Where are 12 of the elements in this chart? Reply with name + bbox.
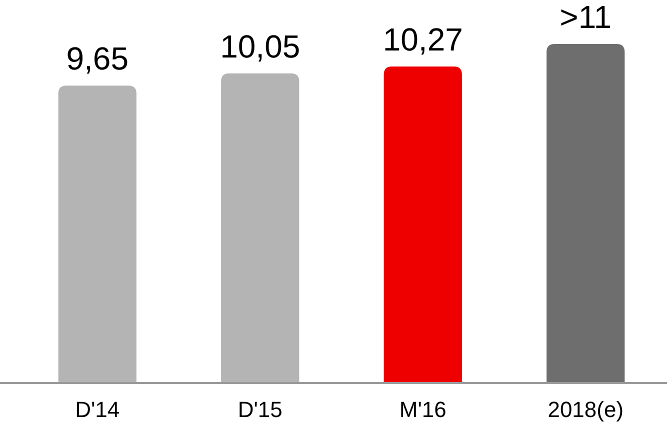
bar [546, 44, 625, 383]
x-tick-label: D'15 [238, 397, 282, 422]
data-label: >11 [560, 0, 612, 36]
x-tick-label: M'16 [399, 397, 446, 422]
bar [58, 86, 136, 383]
data-label: 10,05 [220, 28, 300, 64]
bar [221, 73, 300, 383]
x-tick-label: 2018(e) [548, 397, 624, 422]
bar [384, 66, 462, 383]
x-tick-label: D'14 [75, 397, 120, 422]
data-label: 9,65 [66, 40, 129, 77]
data-label: 10,27 [382, 22, 463, 58]
